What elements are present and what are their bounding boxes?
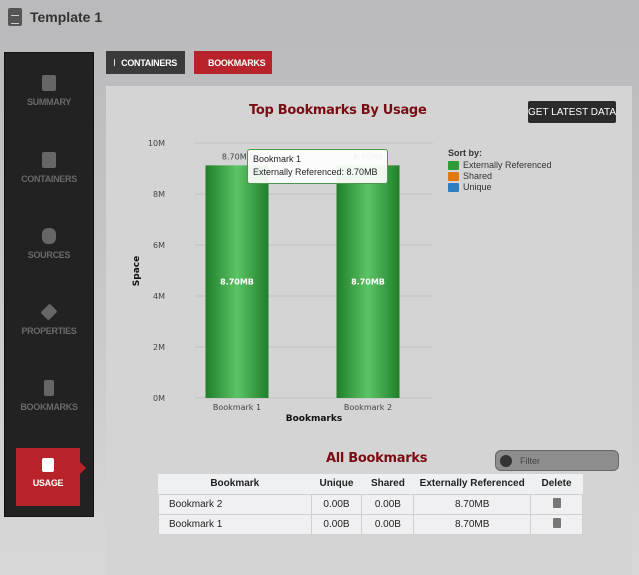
bar-bookmark-1 — [205, 165, 269, 398]
cell-shared: 0.00B — [361, 513, 415, 535]
cell-unique: 0.00B — [310, 493, 363, 515]
legend-label: Shared — [463, 171, 493, 181]
y-axis-label: Space — [132, 256, 142, 286]
tab-label: BOOKMARKS — [208, 57, 266, 68]
cell-delete — [530, 513, 583, 535]
legend-title: Sort by: — [448, 148, 483, 158]
tab-containers[interactable]: CONTAINERS — [106, 51, 185, 74]
chart-tooltip: Bookmark 1 Externally Referenced: 8.70MB — [247, 149, 388, 184]
legend-item-shared[interactable]: Shared — [448, 171, 552, 182]
table-row: Bookmark 1 0.00B 0.00B 8.70MB — [158, 513, 583, 535]
x-tick-label: Bookmark 2 — [344, 403, 392, 412]
cell-shared: 0.00B — [361, 493, 415, 515]
sidebar-item-sources[interactable]: SOURCES — [5, 228, 93, 260]
table-title: All Bookmarks — [326, 451, 428, 466]
column-header-shared[interactable]: Shared — [370, 478, 405, 490]
sidebar-item-label: CONTAINERS — [21, 174, 77, 184]
document-icon — [8, 8, 22, 26]
sidebar-item-label: PROPERTIES — [21, 326, 77, 336]
archive-icon — [114, 59, 116, 66]
sidebar-item-label: BOOKMARKS — [20, 402, 78, 412]
y-tick-label: 10M — [148, 139, 165, 148]
cell-bookmark: Bookmark 1 — [158, 513, 312, 535]
sidebar-item-summary[interactable]: SUMMARY — [5, 75, 93, 107]
cell-bookmark: Bookmark 2 — [158, 493, 312, 515]
y-tick-label: 8M — [153, 190, 165, 199]
sidebar-item-bookmarks[interactable]: BOOKMARKS — [5, 380, 93, 412]
bookmark-icon — [44, 380, 54, 396]
cell-unique: 0.00B — [310, 513, 363, 535]
legend-item-unique[interactable]: Unique — [448, 182, 552, 193]
bar-bookmark-2 — [336, 165, 400, 398]
chart-title: Top Bookmarks By Usage — [249, 103, 427, 118]
usage-panel: Top Bookmarks By Usage GET LATEST DATA 0… — [106, 86, 632, 575]
cell-externally-referenced: 8.70MB — [413, 493, 532, 515]
sidebar-item-label: SOURCES — [27, 250, 71, 260]
bar-inner-label: 8.70MB — [220, 278, 254, 287]
y-tick-label: 4M — [153, 292, 165, 301]
legend-label: Externally Referenced — [463, 160, 552, 170]
legend-label: Unique — [463, 182, 492, 192]
document-icon — [42, 75, 56, 91]
column-header-bookmark[interactable]: Bookmark — [210, 478, 260, 490]
tab-bookmarks[interactable]: BOOKMARKS — [194, 51, 272, 74]
sidebar-item-containers[interactable]: CONTAINERS — [5, 152, 93, 184]
bookmarks-table: Bookmark Unique Shared Externally Refere… — [158, 474, 583, 535]
scale-icon — [42, 458, 54, 472]
sidebar-item-label: SUMMARY — [26, 97, 72, 107]
x-tick-label: Bookmark 1 — [213, 403, 261, 412]
database-icon — [42, 228, 56, 244]
cell-delete — [530, 493, 583, 515]
table-row: Bookmark 2 0.00B 0.00B 8.70MB — [158, 493, 583, 515]
filter-input[interactable] — [520, 455, 610, 466]
column-header-unique[interactable]: Unique — [319, 478, 354, 490]
filter-box[interactable] — [495, 450, 619, 471]
column-header-delete: Delete — [541, 478, 572, 490]
y-tick-label: 0M — [153, 394, 165, 403]
tab-label: CONTAINERS — [121, 57, 177, 68]
tooltip-value: Externally Referenced: 8.70MB — [253, 167, 378, 177]
x-axis-label: Bookmarks — [286, 414, 342, 424]
legend-item-externally-referenced[interactable]: Externally Referenced — [448, 160, 552, 171]
trash-icon[interactable] — [552, 497, 561, 508]
page-header: Template 1 — [8, 8, 102, 26]
bar-inner-label: 8.70MB — [351, 278, 385, 287]
cell-externally-referenced: 8.70MB — [413, 513, 532, 535]
data-label: 8.70MB — [222, 152, 252, 161]
sidebar-item-usage[interactable]: USAGE — [16, 448, 86, 506]
y-tick-label: 2M — [153, 343, 165, 352]
column-header-externally-referenced[interactable]: Externally Referenced — [419, 478, 525, 490]
sidebar-item-properties[interactable]: PROPERTIES — [5, 303, 93, 336]
get-latest-data-button[interactable]: GET LATEST DATA — [528, 101, 616, 123]
chart-legend: Sort by: Externally Referenced Shared Un… — [448, 148, 552, 193]
tooltip-title: Bookmark 1 — [253, 154, 302, 164]
search-icon — [500, 454, 512, 467]
page-title: Template 1 — [30, 9, 103, 25]
layers-icon — [40, 303, 58, 321]
y-tick-label: 6M — [153, 241, 165, 250]
trash-icon[interactable] — [552, 517, 561, 528]
sidebar: SUMMARY CONTAINERS SOURCES PROPERTIES BO… — [4, 52, 94, 517]
archive-icon — [42, 152, 56, 168]
sidebar-item-label: USAGE — [32, 478, 64, 488]
